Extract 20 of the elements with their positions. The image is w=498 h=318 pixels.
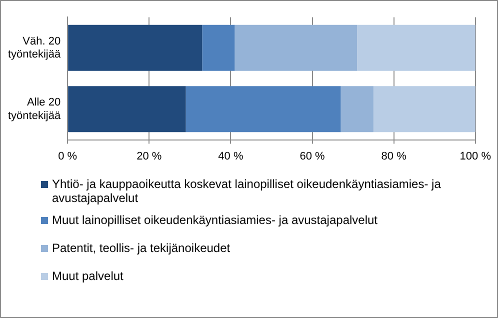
- legend-label: Patentit, teollis- ja tekijänoikeudet: [52, 241, 230, 255]
- bar: [202, 24, 235, 71]
- x-tick-label: 0 %: [58, 150, 78, 162]
- y-tick-label: Väh. 20 työntekijää: [8, 35, 62, 60]
- legend-label: Muut palvelut: [52, 269, 124, 283]
- bar: [68, 86, 186, 132]
- x-tick-label: 20 %: [136, 150, 162, 162]
- bar: [68, 24, 202, 71]
- x-tick-label: 60 %: [300, 150, 326, 162]
- x-tick-label: 40 %: [218, 150, 244, 162]
- bar: [186, 86, 341, 132]
- y-tick-label: Alle 20 työntekijää: [8, 96, 62, 122]
- bar: [373, 86, 476, 132]
- bar: [340, 86, 374, 132]
- legend-label: Muut lainopilliset oikeudenkäyntiasiamies- ja avustajapalvelut: [52, 213, 378, 227]
- legend-label: Yhtiö- ja kauppaoikeutta koskevat lainopilliset oikeudenkäyntiasiamies- ja avustajapalvelut: [52, 177, 442, 205]
- x-tick-label: 80 %: [381, 150, 407, 162]
- bar: [357, 24, 476, 71]
- bar: [234, 24, 358, 71]
- x-tick-label: 100 %: [460, 150, 492, 162]
